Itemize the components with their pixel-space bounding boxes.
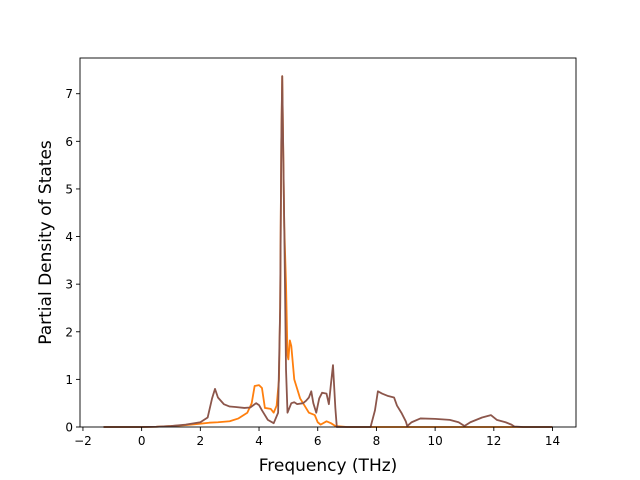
plot-series bbox=[103, 75, 553, 428]
y-tick-label: 7 bbox=[65, 87, 73, 101]
x-tick-label: 8 bbox=[373, 434, 381, 448]
x-tick-label: 4 bbox=[255, 434, 263, 448]
y-tick-label: 2 bbox=[65, 325, 73, 339]
x-tick-label: 14 bbox=[545, 434, 560, 448]
y-axis: 0 1 2 3 4 5 6 7 bbox=[65, 87, 80, 435]
plot-frame bbox=[79, 57, 577, 428]
x-tick-label: 12 bbox=[486, 434, 501, 448]
x-tick-label: −2 bbox=[74, 434, 92, 448]
y-tick-label: 1 bbox=[65, 373, 73, 387]
x-axis: −2 0 2 4 6 8 10 12 14 bbox=[74, 427, 560, 448]
x-tick-label: 0 bbox=[138, 434, 146, 448]
y-axis-title: Partial Density of States bbox=[36, 140, 56, 345]
y-tick-label: 6 bbox=[65, 135, 73, 149]
series-line-2 bbox=[103, 75, 553, 428]
y-tick-label: 5 bbox=[65, 182, 73, 196]
y-tick-label: 0 bbox=[65, 421, 73, 435]
x-axis-title: Frequency (THz) bbox=[259, 456, 398, 476]
x-tick-label: 6 bbox=[314, 434, 322, 448]
x-tick-label: 10 bbox=[427, 434, 442, 448]
y-tick-label: 3 bbox=[65, 278, 73, 292]
series-line-1 bbox=[103, 75, 553, 428]
y-tick-label: 4 bbox=[65, 230, 73, 244]
x-tick-label: 2 bbox=[197, 434, 205, 448]
